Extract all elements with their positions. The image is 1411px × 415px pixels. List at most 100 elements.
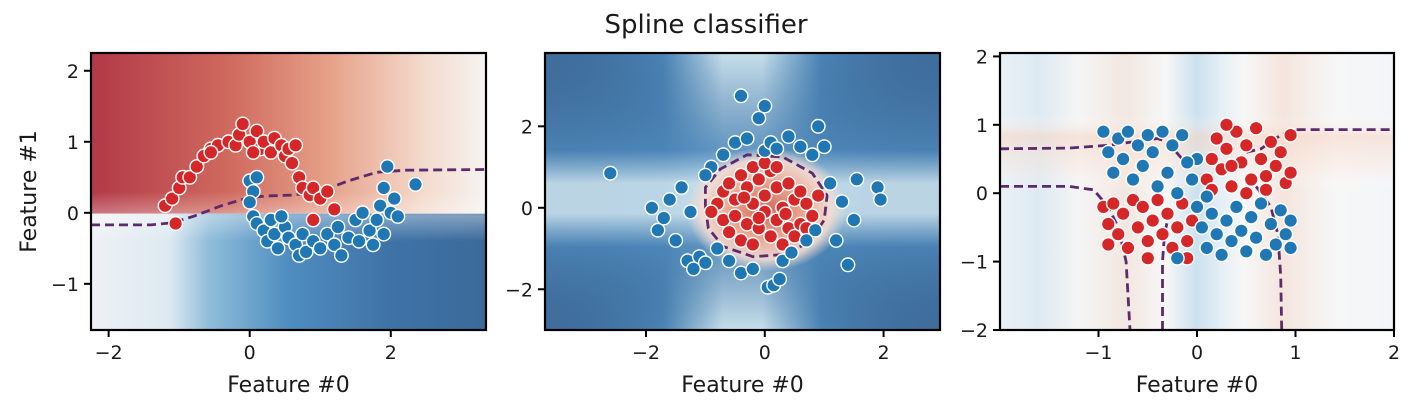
point-class-red bbox=[1258, 182, 1274, 198]
point-class-blue bbox=[1115, 151, 1131, 167]
point-class-blue bbox=[644, 200, 660, 216]
point-class-red bbox=[1273, 144, 1289, 160]
x-tick-label: 0 bbox=[1191, 342, 1203, 364]
decision-boundary-1 bbox=[704, 153, 829, 259]
figure-title: Spline classifier bbox=[604, 10, 807, 40]
point-class-red bbox=[798, 196, 814, 212]
point-class-blue bbox=[1169, 250, 1185, 266]
point-class-red bbox=[745, 236, 761, 252]
x-tick-label: −2 bbox=[632, 342, 660, 364]
point-class-blue bbox=[273, 208, 289, 224]
point-class-blue bbox=[376, 226, 392, 242]
x-ticks-1: −2 0 2 bbox=[632, 330, 890, 364]
x-axis-label-2: Feature #0 bbox=[1136, 373, 1259, 398]
point-class-blue bbox=[650, 222, 666, 238]
point-class-red bbox=[1154, 226, 1170, 242]
point-class-blue bbox=[376, 180, 392, 196]
point-class-blue bbox=[810, 118, 826, 134]
point-class-blue bbox=[1268, 236, 1284, 252]
point-class-blue bbox=[1194, 219, 1210, 235]
point-class-red bbox=[1243, 171, 1259, 187]
point-class-blue bbox=[1273, 202, 1289, 218]
point-class-red bbox=[792, 183, 808, 199]
point-class-red bbox=[1120, 240, 1136, 256]
probability-map-2 bbox=[1000, 53, 1394, 330]
point-class-blue bbox=[1145, 144, 1161, 160]
x-axis-label-1: Feature #0 bbox=[681, 373, 804, 398]
y-tick-label: 2 bbox=[521, 116, 533, 138]
point-class-red bbox=[1218, 117, 1234, 133]
point-class-blue bbox=[372, 198, 388, 214]
point-class-blue bbox=[1154, 124, 1170, 140]
point-class-blue bbox=[757, 98, 773, 114]
point-class-red bbox=[235, 116, 251, 132]
point-class-red bbox=[1100, 236, 1116, 252]
point-class-red bbox=[168, 215, 184, 231]
point-class-blue bbox=[1233, 223, 1249, 239]
panel-2: −1 0 1 2 −2 −1 0 1 2 Feature #0 bbox=[960, 46, 1400, 398]
point-class-blue bbox=[1184, 171, 1200, 187]
point-class-red bbox=[1263, 134, 1279, 150]
point-class-blue bbox=[674, 179, 690, 195]
panel-0: −2 0 2 −1 0 1 2 Feature #0 Feature #1 bbox=[17, 51, 488, 398]
point-class-blue bbox=[683, 204, 699, 220]
point-class-blue bbox=[326, 237, 342, 253]
point-class-red bbox=[1145, 213, 1161, 229]
point-class-blue bbox=[1189, 199, 1205, 215]
point-class-blue bbox=[781, 128, 797, 144]
point-class-red bbox=[1179, 233, 1195, 249]
point-class-blue bbox=[1238, 243, 1254, 259]
point-class-blue bbox=[351, 233, 367, 249]
point-class-blue bbox=[662, 192, 678, 208]
decision-boundary-line bbox=[1245, 128, 1394, 154]
point-class-red bbox=[751, 171, 767, 187]
point-class-red bbox=[1223, 158, 1239, 174]
x-ticks-2: −1 0 1 2 bbox=[1084, 330, 1400, 364]
point-class-blue bbox=[1100, 144, 1116, 160]
point-class-blue bbox=[1228, 199, 1244, 215]
point-class-red bbox=[769, 159, 785, 175]
point-class-blue bbox=[745, 261, 761, 277]
point-class-blue bbox=[1199, 240, 1215, 256]
point-class-red bbox=[1238, 185, 1254, 201]
point-class-blue bbox=[355, 205, 371, 221]
point-class-blue bbox=[828, 232, 844, 248]
point-class-red bbox=[1130, 219, 1146, 235]
point-class-red bbox=[1115, 206, 1131, 222]
point-class-blue bbox=[319, 226, 335, 242]
point-class-blue bbox=[697, 167, 713, 183]
y-ticks-1: −2 0 2 bbox=[505, 116, 545, 301]
point-class-blue bbox=[1199, 189, 1215, 205]
point-class-blue bbox=[870, 179, 886, 195]
y-tick-label: 0 bbox=[521, 198, 533, 220]
point-class-blue bbox=[816, 139, 832, 155]
point-class-red bbox=[781, 175, 797, 191]
probability-map-0 bbox=[91, 53, 486, 331]
point-class-blue bbox=[1253, 195, 1269, 211]
point-class-blue bbox=[1125, 171, 1141, 187]
point-class-blue bbox=[715, 147, 731, 163]
y-tick-label: 2 bbox=[67, 61, 79, 83]
point-class-red bbox=[1248, 120, 1264, 136]
y-axis-label-0: Feature #1 bbox=[17, 130, 42, 253]
point-class-red bbox=[245, 144, 261, 160]
point-class-blue bbox=[312, 240, 328, 256]
point-class-blue bbox=[333, 247, 349, 263]
point-class-blue bbox=[656, 210, 672, 226]
point-class-red bbox=[1218, 141, 1234, 157]
y-tick-label: 1 bbox=[67, 132, 79, 154]
point-class-red bbox=[736, 190, 752, 206]
point-class-red bbox=[1159, 206, 1175, 222]
x-axis-label-0: Feature #0 bbox=[227, 373, 350, 398]
point-class-red bbox=[1238, 137, 1254, 153]
point-class-blue bbox=[697, 255, 713, 271]
point-class-blue bbox=[822, 175, 838, 191]
point-class-blue bbox=[834, 194, 850, 210]
y-tick-label: 1 bbox=[976, 115, 988, 137]
point-class-blue bbox=[772, 271, 788, 287]
point-class-blue bbox=[1120, 124, 1136, 140]
point-class-red bbox=[249, 123, 265, 139]
point-class-blue bbox=[873, 192, 889, 208]
decision-boundary-0 bbox=[91, 168, 486, 227]
